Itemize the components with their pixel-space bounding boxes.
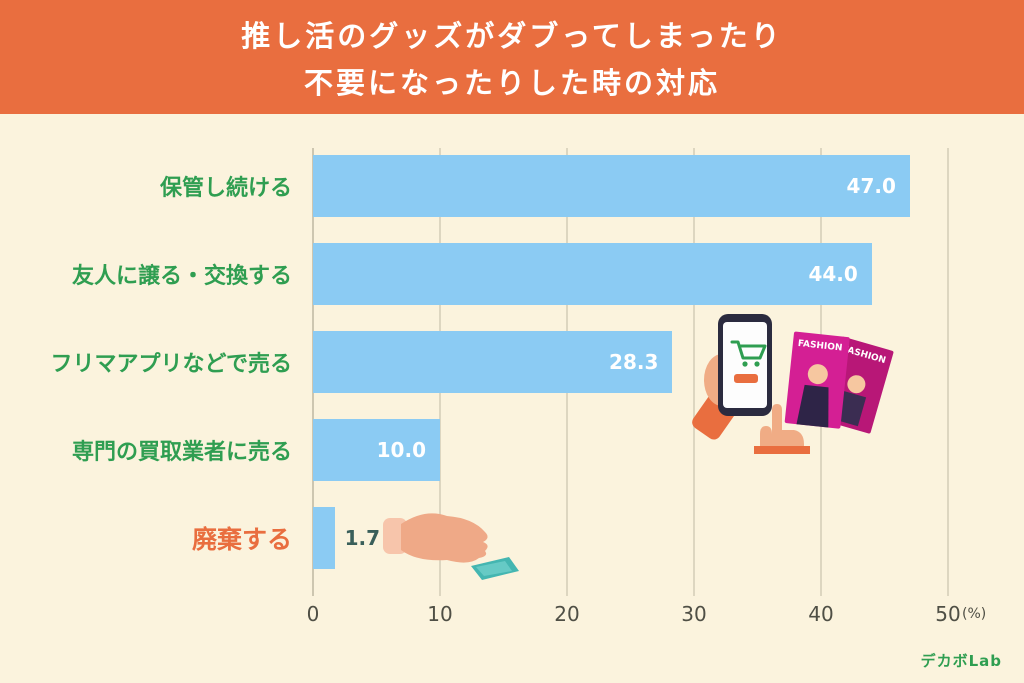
category-label: 友人に譲る・交換する [71, 264, 292, 289]
gridline [947, 148, 949, 596]
bar-chart: 0 10 20 30 40 50 保管し続ける 47.0 友人に譲る・交換する 44.0 フリマアプ… [0, 114, 1024, 683]
smartphone-in-hand [692, 314, 810, 454]
category-label: 保管し続ける [159, 176, 292, 201]
bar-1: 47.0 [313, 155, 910, 217]
axis-unit-label: (%) [962, 606, 987, 622]
x-tick-label: 30 [681, 602, 707, 626]
x-tick-label: 40 [808, 602, 834, 626]
x-tick-label: 50 [935, 602, 961, 626]
discard-hand-illustration [383, 513, 519, 580]
bar-value-label: 28.3 [609, 350, 659, 374]
bar-2: 44.0 [313, 243, 872, 305]
bar-value-label: 10.0 [376, 438, 426, 462]
bar-5: 1.7 [313, 507, 380, 569]
shopping-phone-illustration: FASHION FASHION [692, 314, 894, 454]
x-tick-label: 20 [554, 602, 580, 626]
title-banner: 推し活のグッズがダブってしまったり 不要になったりした時の対応 [0, 0, 1024, 114]
x-tick-label: 10 [427, 602, 453, 626]
title-line-2: 不要になったりした時の対応 [303, 65, 720, 100]
bar-value-label: 44.0 [808, 262, 858, 286]
gridline [693, 148, 695, 596]
category-label: フリマアプリなどで売る [50, 352, 292, 377]
open-hand [401, 513, 488, 563]
cart-icon [730, 340, 767, 360]
category-label: 専門の買取業者に売る [71, 440, 292, 465]
bar-3: 28.3 [313, 331, 673, 393]
x-tick-label: 0 [306, 602, 320, 626]
category-label: 廃棄する [191, 525, 292, 554]
magazine-title-text: FASHION [797, 339, 842, 354]
title-line-1: 推し活のグッズがダブってしまったり [241, 18, 783, 53]
bar-value-label: 47.0 [846, 174, 896, 198]
pointing-finger [760, 404, 804, 454]
decabo-lab-logo: デカボLab [920, 652, 1002, 670]
bar-value-label: 1.7 [344, 526, 381, 550]
plot-area: 0 10 20 30 40 50 保管し続ける 47.0 友人に譲る・交換する 44.0 フリマアプ… [0, 114, 1024, 683]
bar-4: 10.0 [313, 419, 440, 481]
